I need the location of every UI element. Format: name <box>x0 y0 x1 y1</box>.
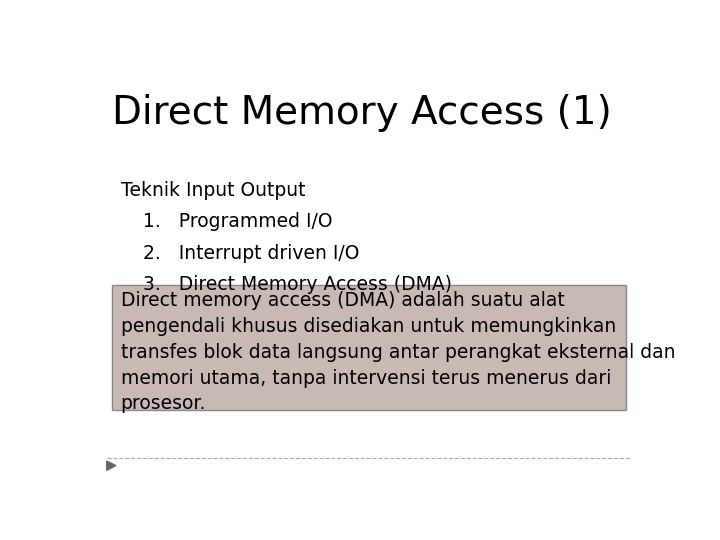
Text: 1.   Programmed I/O: 1. Programmed I/O <box>143 212 333 232</box>
Text: 3.   Direct Memory Access (DMA): 3. Direct Memory Access (DMA) <box>143 275 452 294</box>
Text: Teknik Input Output: Teknik Input Output <box>121 181 305 200</box>
Polygon shape <box>107 461 116 470</box>
Text: Direct memory access (DMA) adalah suatu alat
pengendali khusus disediakan untuk : Direct memory access (DMA) adalah suatu … <box>121 292 675 414</box>
FancyBboxPatch shape <box>112 285 626 410</box>
Text: Direct Memory Access (1): Direct Memory Access (1) <box>112 94 612 132</box>
Text: 2.   Interrupt driven I/O: 2. Interrupt driven I/O <box>143 244 359 262</box>
